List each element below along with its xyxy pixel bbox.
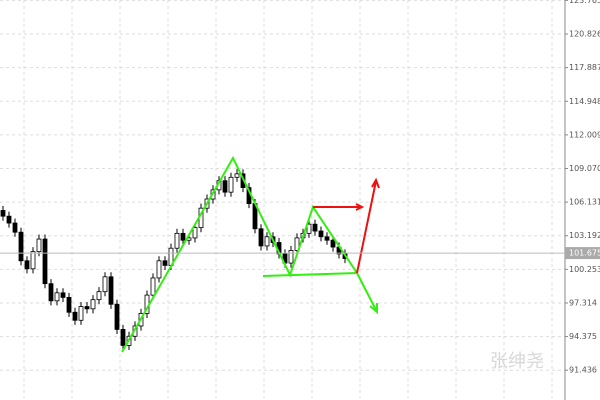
candle-body (318, 230, 324, 238)
y-tick-label: 120.826 (569, 30, 600, 39)
candle-body (192, 227, 198, 239)
y-tick-label: 103.192 (569, 231, 600, 240)
candle-body (330, 239, 336, 248)
up-arrow (356, 180, 377, 274)
y-tick-label: 117.887 (569, 63, 600, 72)
candle-body (18, 231, 24, 262)
candle-body (114, 303, 120, 330)
candle-body (0, 210, 6, 217)
candle-body (84, 306, 90, 310)
candle-body (222, 180, 228, 193)
candle-body (24, 260, 30, 270)
candle-body (78, 306, 84, 321)
candle-body (228, 176, 234, 193)
candle-body (72, 311, 78, 321)
candle-body (294, 237, 300, 251)
candle-body (90, 299, 96, 310)
y-tick-label: 94.375 (569, 332, 597, 341)
candle-body (36, 238, 42, 253)
arrow-head (371, 177, 380, 189)
candle-body (60, 292, 66, 298)
candle-body (150, 277, 156, 296)
arrow-head (369, 303, 378, 315)
y-tick-label: 106.131 (569, 198, 600, 207)
candle-body (306, 223, 312, 234)
candle-body (30, 251, 36, 270)
neckline (262, 272, 358, 277)
candle-body (312, 223, 318, 232)
y-tick-label: 109.070 (569, 164, 600, 173)
candle-body (288, 250, 294, 264)
watermark: 张绅尧 (490, 351, 544, 372)
last-price-label: 101.675 (569, 249, 600, 258)
candle-body (258, 228, 264, 247)
candle-body (96, 291, 102, 301)
arrow-head (355, 203, 365, 211)
candle-body (162, 260, 168, 266)
candle-body (54, 292, 60, 302)
candle-body (264, 236, 270, 247)
axis-layer: 91.436 94.375 97.314 100.253 103.192 106.131 1… (0, 0, 600, 375)
y-tick-label: 123.765 (569, 0, 600, 5)
candle-body (174, 232, 180, 249)
candle-body (324, 236, 330, 241)
candle-body (156, 260, 162, 279)
y-tick-label: 112.009 (569, 130, 600, 139)
candle-body (234, 173, 240, 178)
y-tick-label: 97.314 (569, 298, 597, 307)
candle-body (120, 329, 126, 346)
candle-body (102, 276, 108, 293)
candle-body (108, 276, 114, 305)
candle-body (12, 222, 18, 233)
y-tick-label: 91.436 (569, 366, 597, 375)
candle-body (180, 232, 186, 241)
candle-body (42, 238, 48, 285)
candle-body (66, 296, 72, 313)
y-tick-label: 100.253 (569, 265, 600, 274)
last-price-box (565, 247, 600, 260)
down-arrow (356, 272, 377, 311)
candle-body (48, 283, 54, 302)
grid-layer (0, 0, 565, 400)
candle-body (6, 215, 12, 224)
pattern-lines (121, 155, 380, 353)
y-tick-label: 114.948 (569, 97, 600, 106)
